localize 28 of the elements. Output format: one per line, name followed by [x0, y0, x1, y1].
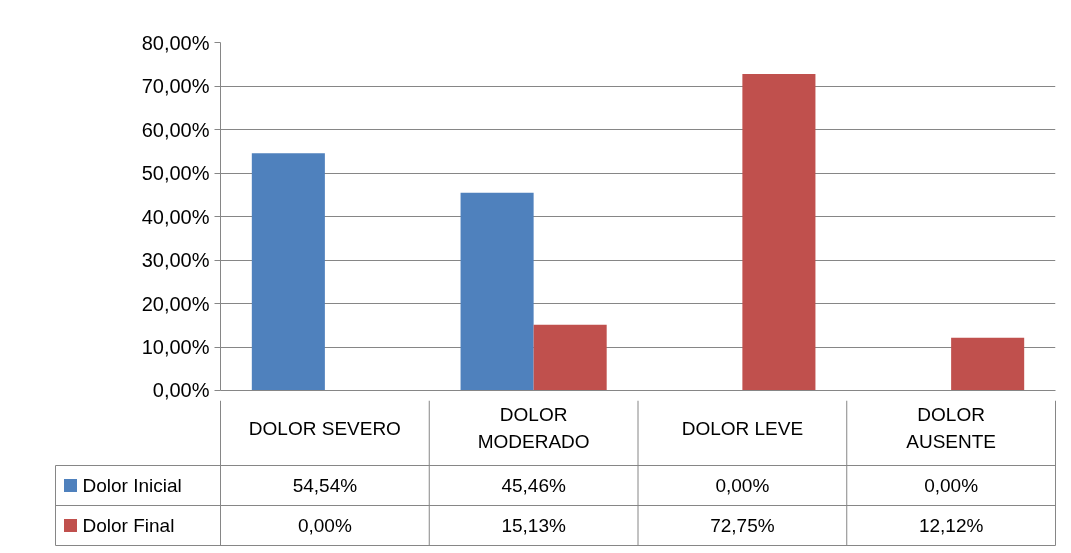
y-tick-label: 10,00% — [141, 336, 210, 358]
bar — [251, 153, 325, 391]
y-tick-label: 80,00% — [141, 31, 210, 54]
y-tick-label: 40,00% — [141, 205, 210, 228]
y-tick-label: 20,00% — [141, 292, 210, 315]
bar — [533, 324, 607, 391]
x-tick-label: DOLOR AUSENTE — [906, 403, 997, 453]
data-label: 0,00% — [297, 515, 352, 536]
legend-label: Dolor Final — [82, 515, 175, 536]
data-label: 72,75% — [710, 515, 775, 536]
data-label: 45,46% — [501, 475, 566, 496]
bar — [460, 192, 534, 391]
data-label: 15,13% — [501, 515, 566, 536]
bar — [951, 337, 1025, 391]
x-tick-label: DOLOR MODERADO — [477, 403, 590, 453]
legend-label: Dolor Inicial — [82, 475, 182, 496]
y-tick-label: 0,00% — [152, 378, 210, 401]
data-label: 12,12% — [918, 515, 984, 536]
data-label: 0,00% — [715, 475, 770, 496]
y-tick-label: 70,00% — [141, 75, 210, 97]
data-label: 54,54% — [292, 475, 358, 496]
x-tick-label: DOLOR LEVE — [681, 417, 804, 439]
x-tick-label: DOLOR SEVERO — [248, 417, 401, 439]
bar — [742, 74, 816, 391]
y-tick-label: 30,00% — [141, 249, 210, 271]
data-label: 0,00% — [924, 475, 979, 496]
y-tick-label: 50,00% — [141, 162, 210, 184]
y-tick-label: 60,00% — [141, 118, 210, 141]
